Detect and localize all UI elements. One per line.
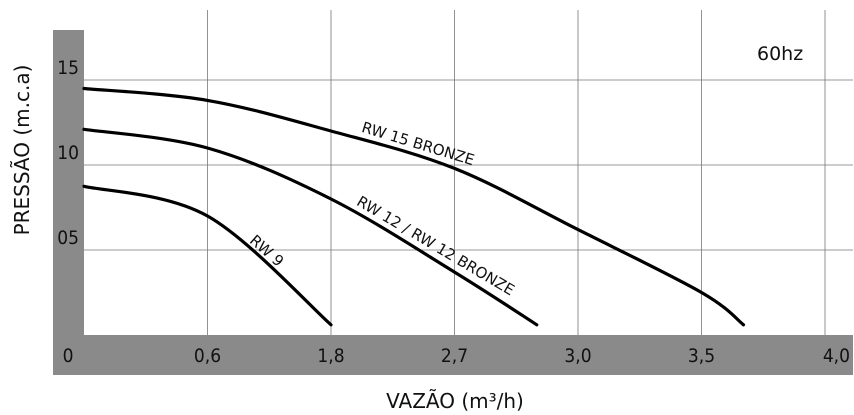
- x-tick-label: 3,5: [688, 345, 715, 367]
- y-tick-labels: 05 10 15: [57, 57, 79, 249]
- label-rw-12-rw-12-bronze: RW 12 / RW 12 BRONZE: [354, 192, 518, 299]
- x-tick-label: 3,0: [564, 345, 591, 367]
- curve-rw-9: [82, 184, 333, 327]
- y-tick-label: 05: [57, 227, 79, 249]
- x-axis-title: VAZÃO (m³/h): [386, 389, 524, 413]
- curve-rw-15-bronze: [82, 86, 746, 327]
- y-tick-label: 10: [57, 142, 79, 164]
- x-tick-label: 0: [63, 345, 74, 367]
- bottom-axis-band: [53, 335, 853, 375]
- x-tick-label: 1,8: [317, 345, 344, 367]
- x-tick-label: 2,7: [441, 345, 468, 367]
- x-tick-label: 0,6: [194, 345, 221, 367]
- x-tick-labels: 0 0,6 1,8 2,7 3,0 3,5 4,0: [63, 345, 850, 367]
- curve-rw-12-rw-12-bronze: [82, 127, 539, 327]
- grid-lines: [84, 10, 853, 335]
- left-axis-band: [53, 30, 84, 335]
- y-axis-title: PRESSÃO (m.c.a): [10, 65, 34, 236]
- y-tick-label: 15: [57, 57, 79, 79]
- pump-curves: [82, 86, 746, 327]
- x-tick-label: 4,0: [823, 345, 850, 367]
- frequency-annotation: 60hz: [757, 43, 803, 65]
